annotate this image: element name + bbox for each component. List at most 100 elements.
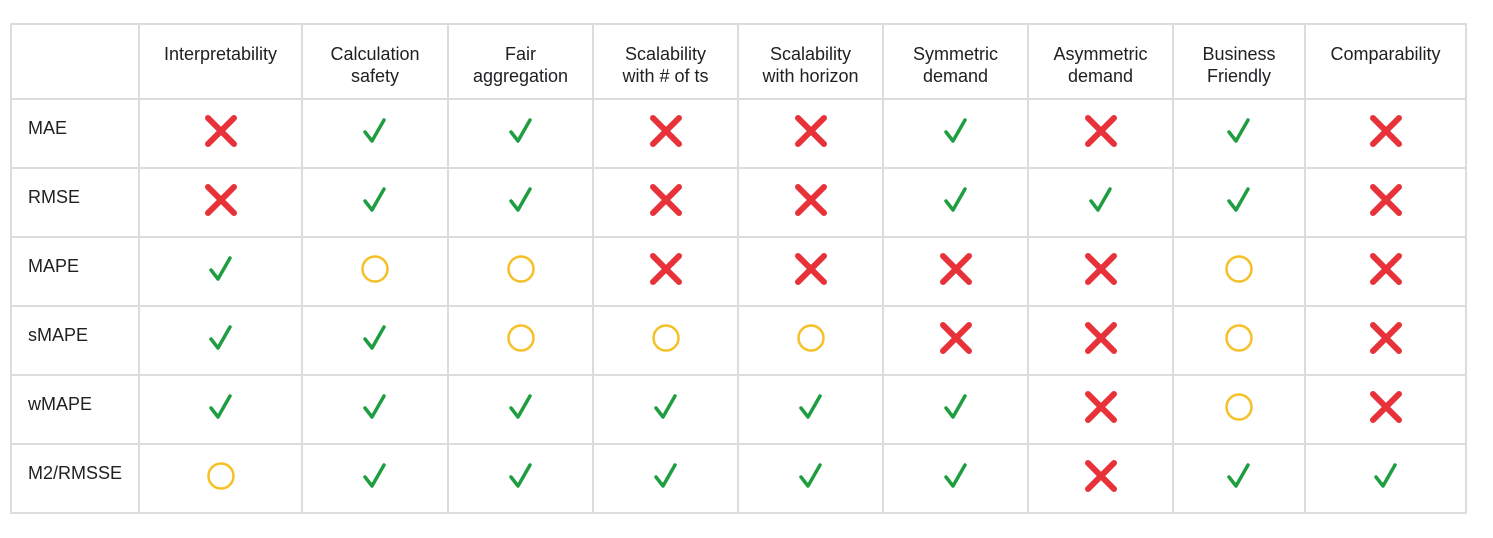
row-label: RMSE [10,167,140,238]
header-row: Interpretability Calculation safety Fair a… [10,23,1467,100]
column-header: Symmetric demand [882,23,1029,100]
rating-cell [737,98,884,169]
rating-cell [1027,374,1174,445]
cross-icon [791,111,831,151]
rating-cell [1304,167,1467,238]
check-icon [501,387,541,427]
check-icon [936,387,976,427]
rating-cell [592,236,739,307]
circle-icon [1219,387,1259,427]
column-header: Scalability with # of ts [592,23,739,100]
rating-cell [592,167,739,238]
rating-cell [301,236,449,307]
circle-icon [355,249,395,289]
column-header: Calculation safety [301,23,449,100]
check-icon [1081,180,1121,220]
rating-cell [138,167,303,238]
check-icon [355,111,395,151]
cross-icon [1081,456,1121,496]
circle-icon [1219,249,1259,289]
rating-cell [592,443,739,514]
cross-icon [791,180,831,220]
check-icon [1219,180,1259,220]
rating-cell [447,443,594,514]
rating-cell [1172,98,1306,169]
check-icon [355,456,395,496]
rating-cell [737,167,884,238]
rating-cell [138,374,303,445]
check-icon [1366,456,1406,496]
comparison-table: Interpretability Calculation safety Fair a… [10,23,1467,514]
table-row: wMAPE [10,374,1467,445]
rating-cell [301,443,449,514]
rating-cell [301,374,449,445]
cross-icon [646,111,686,151]
rating-cell [882,305,1029,376]
column-header: Fair aggregation [447,23,594,100]
cross-icon [1081,318,1121,358]
check-icon [646,387,686,427]
row-label: sMAPE [10,305,140,376]
check-icon [1219,111,1259,151]
rating-cell [1027,98,1174,169]
rating-cell [1304,98,1467,169]
rating-cell [1172,443,1306,514]
rating-cell [1304,443,1467,514]
rating-cell [737,443,884,514]
rating-cell [1027,305,1174,376]
rating-cell [592,98,739,169]
rating-cell [1172,374,1306,445]
check-icon [201,249,241,289]
rating-cell [1304,305,1467,376]
rating-cell [737,374,884,445]
rating-cell [447,305,594,376]
check-icon [501,111,541,151]
cross-icon [1081,249,1121,289]
circle-icon [501,249,541,289]
rating-cell [447,167,594,238]
rating-cell [138,98,303,169]
check-icon [201,318,241,358]
cross-icon [1366,180,1406,220]
cross-icon [791,249,831,289]
rating-cell [1027,236,1174,307]
rating-cell [1172,236,1306,307]
rating-cell [447,236,594,307]
rating-cell [882,236,1029,307]
rating-cell [1027,167,1174,238]
rating-cell [301,167,449,238]
rating-cell [1172,167,1306,238]
table-row: sMAPE [10,305,1467,376]
check-icon [501,180,541,220]
table-row: MAPE [10,236,1467,307]
column-header: Scalability with horizon [737,23,884,100]
table-row: M2/RMSSE [10,443,1467,514]
corner-cell [10,23,140,100]
check-icon [1219,456,1259,496]
table-body: MAE RMSE MAPE sMAPE wMAPE M2/RMSSE [10,98,1467,514]
rating-cell [882,443,1029,514]
row-label: MAPE [10,236,140,307]
check-icon [201,387,241,427]
check-icon [501,456,541,496]
column-header: Comparability [1304,23,1467,100]
rating-cell [447,374,594,445]
cross-icon [936,318,976,358]
check-icon [355,318,395,358]
cross-icon [936,249,976,289]
rating-cell [447,98,594,169]
cross-icon [1366,318,1406,358]
cross-icon [1081,111,1121,151]
table-row: MAE [10,98,1467,169]
circle-icon [201,456,241,496]
check-icon [355,180,395,220]
table-row: RMSE [10,167,1467,238]
circle-icon [1219,318,1259,358]
rating-cell [1304,374,1467,445]
cross-icon [201,180,241,220]
circle-icon [501,318,541,358]
cross-icon [201,111,241,151]
check-icon [936,180,976,220]
rating-cell [882,98,1029,169]
rating-cell [301,305,449,376]
